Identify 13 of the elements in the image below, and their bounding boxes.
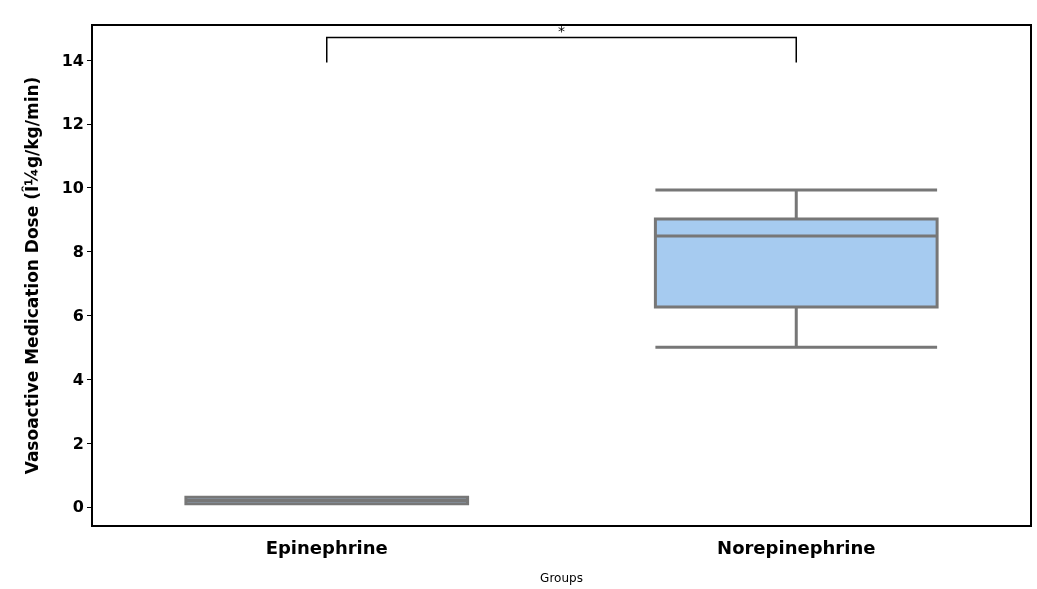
y-tick-label: 10 xyxy=(61,178,84,198)
x-axis-title: Groups xyxy=(540,571,583,585)
x-tick-label: Norepinephrine xyxy=(717,536,876,558)
y-tick-label: 14 xyxy=(61,50,84,70)
y-tick-label: 0 xyxy=(72,497,84,517)
y-tick-label: 12 xyxy=(61,114,84,134)
y-tick-label: 2 xyxy=(72,433,84,453)
y-tick-label: 6 xyxy=(72,305,84,325)
y-tick-label: 8 xyxy=(72,242,84,262)
annotation: * xyxy=(558,22,565,39)
y-tick-label: 4 xyxy=(72,369,84,389)
x-tick-label: Epinephrine xyxy=(265,536,388,558)
y-axis-title: Vasoactive Medication Dose (Î¼g/kg/min) xyxy=(20,76,42,475)
